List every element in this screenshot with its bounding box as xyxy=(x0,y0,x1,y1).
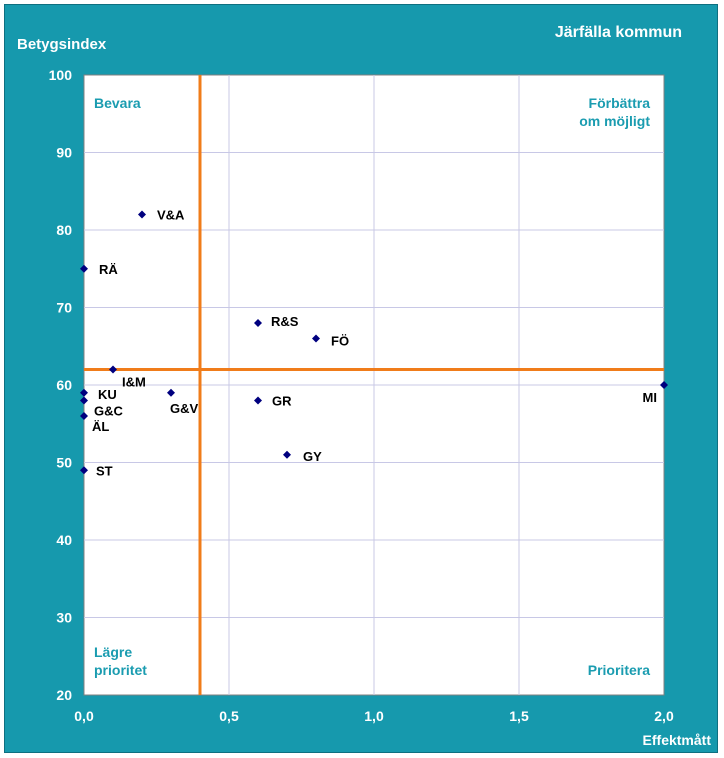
grid-lines xyxy=(84,75,664,695)
x-tick-label: 1,0 xyxy=(364,708,384,724)
data-point-marker xyxy=(80,264,88,273)
data-point-marker xyxy=(254,396,262,405)
data-point-label: FÖ xyxy=(331,334,349,349)
x-tick-label: 1,5 xyxy=(509,708,529,724)
axis-ticks: 20 30 40 50 60 70 80 90 100 0,0 0,5 1,0 1,5 2,0 xyxy=(49,67,674,724)
data-point-label: KU xyxy=(98,387,117,402)
x-tick-label: 0,0 xyxy=(74,708,94,724)
data-point-label: R&S xyxy=(271,314,299,329)
data-point-marker xyxy=(80,396,88,405)
data-point-marker xyxy=(254,319,262,327)
chart-title: Järfälla kommun xyxy=(555,24,682,41)
reference-lines xyxy=(84,75,664,695)
data-point-marker xyxy=(660,381,668,389)
data-point-label: V&A xyxy=(157,208,185,223)
data-point-label: G&C xyxy=(94,404,124,419)
data-point-label: GR xyxy=(272,394,292,409)
data-point-label: ÄL xyxy=(92,419,109,434)
data-point-label: RÄ xyxy=(99,262,118,277)
chart-frame: Järfälla kommun Betygsindex Effektmått B… xyxy=(4,4,718,753)
data-point-marker xyxy=(80,466,88,475)
data-point-label: MI xyxy=(643,390,657,405)
y-tick-label: 50 xyxy=(56,455,72,471)
data-point-marker xyxy=(283,450,291,459)
quadrant-labels: Bevara Förbättra om möjligt Lägre prioritet P… xyxy=(94,95,650,678)
y-tick-label: 40 xyxy=(56,532,72,548)
quadrant-label-bottom-left: Lägre xyxy=(94,644,132,660)
data-point-marker xyxy=(138,210,146,219)
quadrant-label-bottom-right: Prioritera xyxy=(588,662,650,678)
x-tick-label: 2,0 xyxy=(654,708,674,724)
data-point-marker xyxy=(109,365,117,374)
data-point-marker xyxy=(167,388,175,397)
y-tick-label: 70 xyxy=(56,300,72,316)
quadrant-label-bottom-left: prioritet xyxy=(94,662,147,678)
y-tick-label: 80 xyxy=(56,222,72,238)
scatter-chart: Järfälla kommun Betygsindex Effektmått B… xyxy=(17,24,712,748)
data-point-label: GY xyxy=(303,449,322,464)
data-points: V&A RÄ R&S FÖ I&M KU G&CÄL G&V GR GY ST MI xyxy=(80,208,668,478)
y-tick-label: 90 xyxy=(56,145,72,161)
y-axis-label: Betygsindex xyxy=(17,36,107,53)
data-point-label: ST xyxy=(96,463,113,478)
data-point-marker xyxy=(80,388,88,397)
x-axis-label: Effektmått xyxy=(643,732,712,748)
y-tick-label: 100 xyxy=(49,67,73,83)
data-point-label: I&M xyxy=(122,375,146,390)
y-tick-label: 30 xyxy=(56,610,72,626)
data-point-marker xyxy=(312,334,320,343)
y-tick-label: 60 xyxy=(56,377,72,393)
quadrant-label-top-right: om möjligt xyxy=(579,113,650,129)
data-point-label: G&V xyxy=(170,401,199,416)
x-tick-label: 0,5 xyxy=(219,708,239,724)
quadrant-label-top-right: Förbättra xyxy=(589,95,651,111)
data-point-marker xyxy=(80,412,88,420)
quadrant-label-top-left: Bevara xyxy=(94,95,141,111)
y-tick-label: 20 xyxy=(56,687,72,703)
